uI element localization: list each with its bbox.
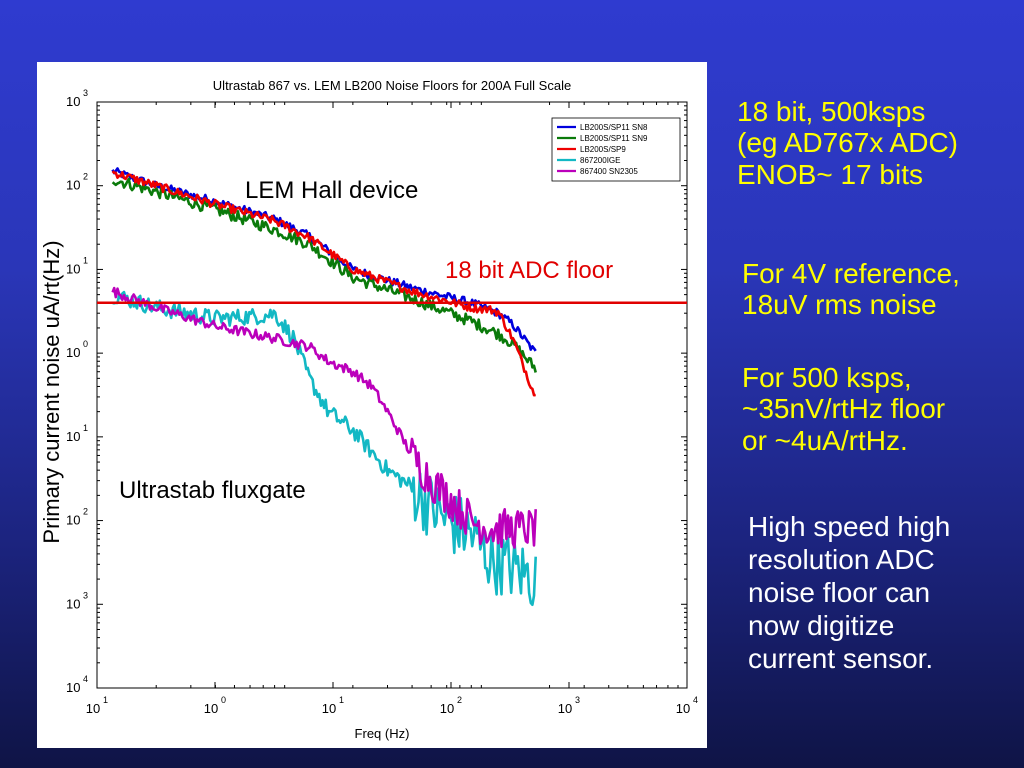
y-tick-label: 101 — [66, 423, 88, 444]
note-line: 18uV rms noise — [742, 289, 937, 321]
y-tick-exponent: 1 — [83, 423, 88, 433]
legend-entry: LB200S/SP11 SN8 — [580, 123, 648, 132]
x-tick-exponent: 0 — [221, 695, 226, 705]
x-tick-exponent: 2 — [457, 695, 462, 705]
x-tick-exponent: 3 — [575, 695, 580, 705]
legend-entry: LB200S/SP9 — [580, 145, 626, 154]
floor-density-note: For 500 ksps, ~35nV/rtHz floor or ~4uA/r… — [742, 362, 945, 456]
note-line: ~35nV/rtHz floor — [742, 393, 946, 425]
series-line — [111, 177, 537, 373]
x-tick-base: 10 — [676, 701, 690, 716]
lem-hall-annotation: LEM Hall device — [245, 177, 418, 204]
x-tick-label: 102 — [440, 695, 462, 716]
y-tick-label: 101 — [66, 255, 88, 276]
y-tick-base: 10 — [66, 596, 80, 611]
x-tick-exponent: 4 — [693, 695, 698, 705]
x-tick-base: 10 — [322, 701, 336, 716]
y-tick-exponent: 2 — [83, 172, 88, 182]
x-tick-exponent: 1 — [103, 695, 108, 705]
legend-entry: LB200S/SP11 SN9 — [580, 134, 648, 143]
plot-area — [96, 101, 688, 689]
y-tick-base: 10 — [66, 513, 80, 528]
note-line: ENOB~ 17 bits — [737, 158, 923, 190]
y-tick-base: 10 — [66, 261, 80, 276]
x-tick-label: 101 — [322, 695, 344, 716]
y-tick-exponent: 4 — [83, 674, 88, 684]
x-tick-base: 10 — [558, 701, 572, 716]
fluxgate-annotation: Ultrastab fluxgate — [119, 477, 306, 504]
note-line: now digitize — [748, 610, 895, 642]
series-line — [111, 170, 536, 397]
y-tick-base: 10 — [66, 680, 80, 695]
y-tick-exponent: 0 — [83, 339, 88, 349]
series-line — [112, 290, 537, 607]
note-line: (eg AD767x ADC) — [737, 127, 958, 159]
y-tick-exponent: 3 — [83, 590, 88, 600]
y-tick-base: 10 — [66, 345, 80, 360]
note-line: For 500 ksps, — [742, 362, 912, 393]
y-tick-base: 10 — [66, 429, 80, 444]
y-axis-label: Primary current noise uA/rt(Hz) — [39, 240, 64, 543]
y-tick-label: 100 — [66, 339, 88, 360]
y-tick-label: 102 — [66, 507, 88, 528]
note-line: noise floor can — [748, 577, 931, 609]
x-tick-base: 10 — [204, 701, 218, 716]
x-tick-base: 10 — [440, 701, 454, 716]
note-line: 18 bit, 500ksps — [737, 96, 926, 127]
legend: LB200S/SP11 SN8 LB200S/SP11 SN9 LB200S/SP9… — [551, 117, 681, 182]
y-tick-label: 104 — [66, 674, 88, 695]
note-line: High speed high — [748, 511, 951, 542]
y-tick-label: 103 — [66, 88, 88, 109]
y-tick-label: 103 — [66, 590, 88, 611]
series-line — [111, 286, 537, 549]
y-tick-exponent: 2 — [83, 507, 88, 517]
adc-floor-annotation: 18 bit ADC floor — [445, 257, 613, 284]
note-line: For 4V reference, — [742, 258, 960, 289]
note-line: or ~4uA/rtHz. — [742, 424, 908, 456]
chart-figure: Ultrastab 867 vs. LEM LB200 Noise Floors… — [37, 62, 707, 748]
chart-title: Ultrastab 867 vs. LEM LB200 Noise Floors… — [213, 78, 571, 93]
conclusion-note: High speed high resolution ADC noise flo… — [748, 510, 950, 675]
reference-noise-note: For 4V reference, 18uV rms noise — [742, 258, 960, 321]
y-tick-base: 10 — [66, 94, 80, 109]
x-tick-exponent: 1 — [339, 695, 344, 705]
x-tick-label: 101 — [86, 695, 108, 716]
y-tick-label: 102 — [66, 172, 88, 193]
x-tick-label: 100 — [204, 695, 226, 716]
legend-entry: 867400 SN2305 — [580, 167, 638, 176]
x-axis-label: Freq (Hz) — [355, 726, 410, 741]
y-tick-exponent: 3 — [83, 88, 88, 98]
noise-floor-chart: Ultrastab 867 vs. LEM LB200 Noise Floors… — [39, 78, 698, 741]
x-tick-base: 10 — [86, 701, 100, 716]
note-line: current sensor. — [748, 643, 934, 675]
y-tick-base: 10 — [66, 178, 80, 193]
legend-entry: 867200IGE — [580, 156, 620, 165]
x-tick-label: 103 — [558, 695, 580, 716]
note-line: resolution ADC — [748, 544, 935, 576]
x-tick-label: 104 — [676, 695, 698, 716]
adc-spec-note: 18 bit, 500ksps (eg AD767x ADC) ENOB~ 17… — [737, 96, 958, 190]
y-tick-exponent: 1 — [83, 255, 88, 265]
